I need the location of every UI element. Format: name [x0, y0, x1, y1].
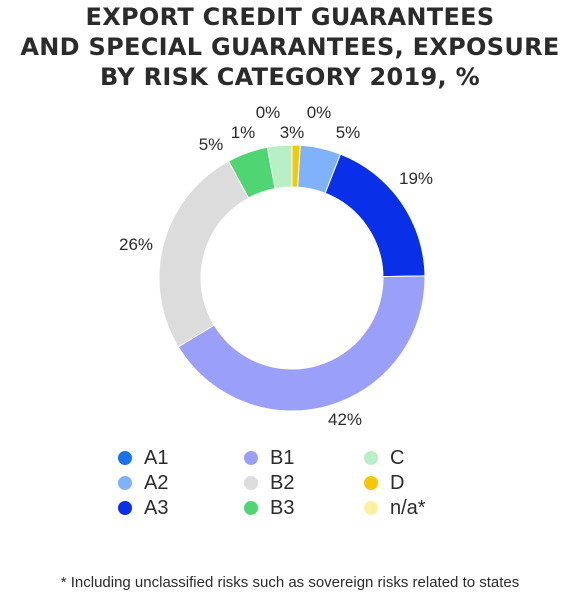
legend-item-a2: A2: [118, 471, 168, 495]
legend-item-b1: B1: [244, 446, 294, 470]
data-label-a1: 0%: [256, 103, 281, 122]
legend-swatch: [364, 451, 378, 465]
slice-c: [266, 144, 293, 190]
slice-b2: [158, 160, 250, 348]
legend-swatch: [118, 451, 132, 465]
footnote: * Including unclassified risks such as s…: [60, 574, 520, 591]
chart-title: EXPORT CREDIT GUARANTEES AND SPECIAL GUA…: [0, 2, 580, 92]
legend-swatch: [118, 476, 132, 490]
legend-swatch: [118, 501, 132, 515]
chart-title-line-3: BY RISK CATEGORY 2019, %: [100, 63, 480, 91]
chart-title-line-1: EXPORT CREDIT GUARANTEES: [85, 3, 495, 31]
legend-label: A1: [144, 446, 169, 469]
slice-b1: [177, 275, 426, 412]
legend-swatch: [364, 501, 378, 515]
legend-item-d: D: [364, 471, 404, 495]
legend-label: B2: [270, 471, 295, 494]
legend-item-na: n/a*: [364, 496, 426, 520]
chart-title-line-2: AND SPECIAL GUARANTEES, EXPOSURE: [20, 33, 560, 61]
data-label-d: 1%: [231, 123, 256, 142]
data-label-a2: 5%: [336, 123, 361, 142]
legend-item-b3: B3: [244, 496, 294, 520]
legend-label: D: [390, 471, 405, 494]
data-label-c: 3%: [280, 123, 305, 142]
data-label-b1: 42%: [328, 410, 362, 429]
legend-label: A2: [144, 471, 169, 494]
data-label-a3: 19%: [399, 169, 433, 188]
legend-item-a3: A3: [118, 496, 168, 520]
legend-item-c: C: [364, 446, 404, 470]
legend-swatch: [364, 476, 378, 490]
data-label-na: 0%: [307, 103, 332, 122]
legend-label: n/a*: [390, 496, 426, 519]
legend-item-b2: B2: [244, 471, 294, 495]
data-label-b2: 26%: [119, 235, 153, 254]
legend-item-a1: A1: [118, 446, 168, 470]
legend-swatch: [244, 501, 258, 515]
legend-label: A3: [144, 496, 169, 519]
legend-swatch: [244, 451, 258, 465]
legend-swatch: [244, 476, 258, 490]
legend-label: B1: [270, 446, 295, 469]
legend-label: C: [390, 446, 405, 469]
data-label-b3: 5%: [199, 135, 224, 154]
legend-label: B3: [270, 496, 295, 519]
